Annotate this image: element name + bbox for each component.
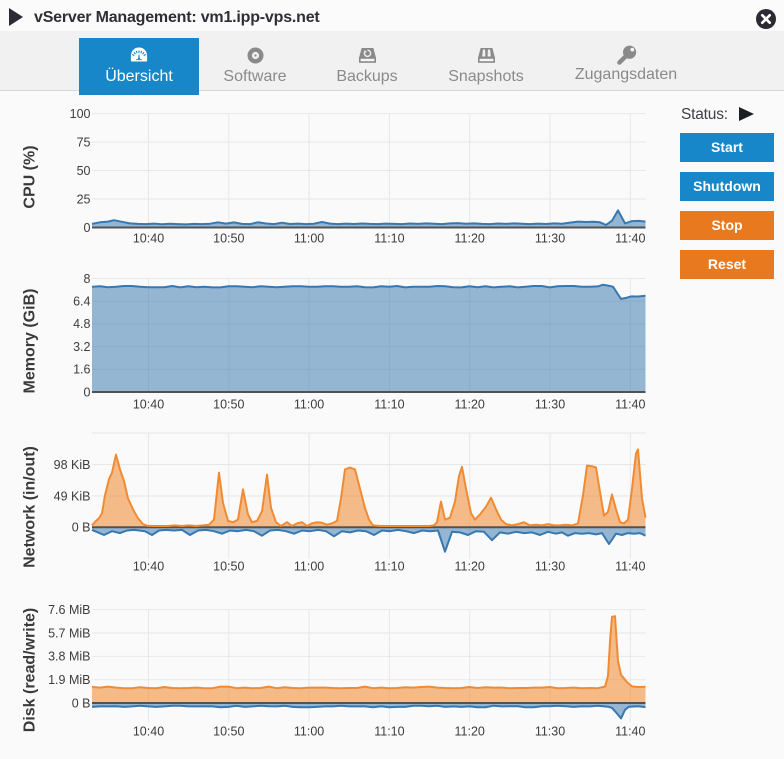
svg-text:75: 75 [77, 135, 91, 149]
svg-text:10:50: 10:50 [213, 560, 244, 574]
svg-text:3.8 MiB: 3.8 MiB [48, 650, 90, 664]
svg-text:50: 50 [77, 164, 91, 178]
svg-text:0 B: 0 B [72, 696, 91, 710]
svg-text:11:40: 11:40 [615, 725, 645, 739]
svg-text:11:10: 11:10 [374, 725, 404, 739]
svg-text:Disk (read/write): Disk (read/write) [22, 608, 39, 732]
svg-text:CPU (%): CPU (%) [22, 145, 39, 208]
svg-text:11:00: 11:00 [294, 725, 324, 739]
svg-text:25: 25 [77, 192, 91, 206]
svg-text:49 KiB: 49 KiB [54, 489, 91, 503]
svg-text:11:40: 11:40 [615, 398, 645, 412]
svg-text:Network (in/out): Network (in/out) [22, 446, 39, 568]
svg-text:11:30: 11:30 [535, 398, 565, 412]
svg-text:11:40: 11:40 [615, 232, 645, 246]
svg-text:11:00: 11:00 [294, 398, 324, 412]
svg-text:10:40: 10:40 [133, 560, 164, 574]
svg-text:8: 8 [84, 272, 91, 286]
svg-text:11:30: 11:30 [535, 725, 565, 739]
svg-text:6.4: 6.4 [73, 295, 90, 309]
svg-text:11:00: 11:00 [294, 560, 324, 574]
svg-text:11:20: 11:20 [455, 398, 485, 412]
svg-text:10:40: 10:40 [133, 725, 164, 739]
svg-text:11:20: 11:20 [455, 232, 485, 246]
svg-text:3.2: 3.2 [73, 340, 90, 354]
svg-text:11:40: 11:40 [615, 560, 645, 574]
svg-text:1.6: 1.6 [73, 363, 90, 377]
svg-text:4.8: 4.8 [73, 317, 90, 331]
svg-text:11:00: 11:00 [294, 232, 324, 246]
svg-text:5.7 MiB: 5.7 MiB [48, 626, 90, 640]
svg-text:11:30: 11:30 [535, 232, 565, 246]
svg-text:1.9 MiB: 1.9 MiB [48, 673, 90, 687]
svg-text:98 KiB: 98 KiB [54, 458, 91, 472]
svg-text:10:50: 10:50 [213, 725, 244, 739]
svg-text:11:30: 11:30 [535, 560, 565, 574]
svg-text:11:20: 11:20 [455, 560, 485, 574]
svg-text:11:20: 11:20 [455, 725, 485, 739]
svg-text:10:40: 10:40 [133, 232, 164, 246]
svg-text:11:10: 11:10 [374, 232, 404, 246]
svg-text:11:10: 11:10 [374, 560, 404, 574]
svg-text:0: 0 [84, 385, 91, 399]
svg-text:0 B: 0 B [72, 521, 91, 535]
svg-text:11:10: 11:10 [374, 398, 404, 412]
svg-text:10:40: 10:40 [133, 398, 164, 412]
svg-text:Memory (GiB): Memory (GiB) [22, 289, 39, 394]
svg-text:0: 0 [84, 221, 91, 235]
svg-text:7.6 MiB: 7.6 MiB [48, 603, 90, 617]
svg-text:100: 100 [70, 107, 91, 121]
svg-text:10:50: 10:50 [213, 232, 244, 246]
svg-text:10:50: 10:50 [213, 398, 244, 412]
